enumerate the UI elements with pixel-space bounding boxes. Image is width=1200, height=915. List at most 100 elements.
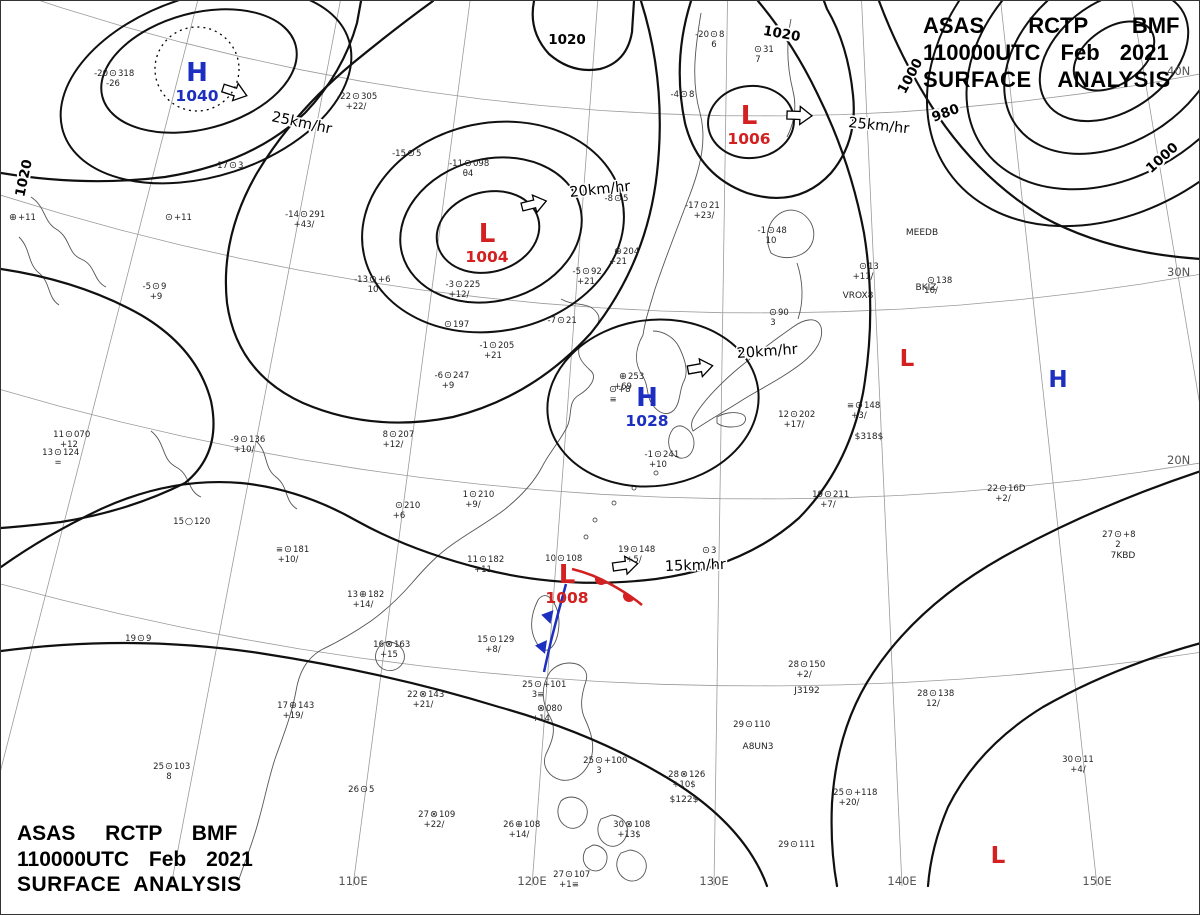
station-plot: ⊙-15 5: [392, 148, 421, 159]
station-value: 197: [453, 320, 469, 330]
coastline: [766, 209, 815, 259]
station-value: 30: [1062, 755, 1073, 765]
station-value: 211: [833, 490, 849, 500]
station-value: +8: [1123, 530, 1136, 540]
station-value: ⊙: [489, 340, 497, 351]
station-value: +10/: [234, 445, 255, 455]
station-value: 207: [398, 430, 414, 440]
coastline: [691, 319, 823, 432]
station-value: 108: [634, 820, 650, 830]
isobar: [1, 1, 872, 584]
station-value: 5: [623, 194, 628, 204]
station-value: +21: [577, 277, 595, 287]
longitude-line: [352, 1, 471, 887]
station-value: +9: [442, 381, 455, 391]
isobar-ring: [546, 318, 760, 488]
longitude-label: 120E: [517, 874, 546, 888]
isobar: [224, 1, 661, 424]
station-value: -17: [214, 161, 228, 171]
station-value: -5: [143, 282, 151, 292]
title-block-top-right: ASAS RCTP BMF 110000UTC Feb 2021 SURFACE…: [923, 13, 1185, 93]
coastline: [668, 425, 695, 459]
station-value: -22: [337, 92, 351, 102]
station-value: +2/: [796, 670, 812, 680]
station-value: -1: [758, 226, 766, 236]
station-value: ⊙: [300, 209, 308, 220]
station-value: +12/: [449, 290, 470, 300]
station-value: ⊙: [700, 200, 708, 211]
station-plot: ⊙-22 305+22/: [337, 91, 377, 112]
longitude-line: [531, 1, 599, 887]
station-value: ⊙: [855, 400, 863, 411]
chart-id-top: ASAS RCTP BMF: [923, 13, 1180, 38]
station-plot: ⊙22 16D+2/: [987, 483, 1026, 504]
station-value: ≡: [609, 395, 616, 405]
graticule-label-layer: 40N 30N 20N 110E 120E 130E 140E 150E: [338, 64, 1190, 888]
station-plot: ⊕ +11: [9, 212, 36, 223]
warm-front-symbol-icon: [595, 576, 607, 585]
station-value: +14/: [509, 830, 530, 840]
station-value: ⊙: [464, 158, 472, 169]
station-plot: ⊕ 253+69: [614, 371, 644, 392]
station-value: 8: [689, 90, 694, 100]
station-value: 26: [503, 820, 514, 830]
pressure-center-value: 1028: [625, 412, 668, 430]
station-value: -1: [645, 450, 653, 460]
station-id-label: 7KBD: [1111, 551, 1136, 561]
station-value: ⊙: [395, 500, 403, 511]
title-block-bottom-left: ASAS RCTP BMF 110000UTC Feb 2021 SURFACE…: [17, 821, 287, 898]
station-plot: ⊙8 207+12/: [383, 429, 415, 450]
station-value: 27: [1102, 530, 1113, 540]
station-value: +15: [380, 650, 398, 660]
station-value: ⊙: [1114, 529, 1122, 540]
station-value: +14/: [353, 600, 374, 610]
station-plot: ⊙19 148+5/: [618, 544, 655, 565]
station-value: ⊙: [767, 225, 775, 236]
station-value: 25: [833, 788, 844, 798]
station-value: +22/: [346, 102, 367, 112]
station-plot: ⊙27 +82: [1102, 529, 1135, 550]
station-value: 136: [249, 435, 265, 445]
warm-front-symbol-icon: [623, 592, 634, 602]
isobar-ring: [100, 8, 298, 134]
station-value: -4: [671, 90, 679, 100]
longitude-label: 110E: [338, 874, 367, 888]
station-value: ⊗: [385, 639, 393, 650]
isobar-ring: [965, 1, 1199, 191]
station-value: ⊙: [929, 688, 937, 699]
station-plot: ⊙ 903: [769, 307, 789, 328]
isobar-ring: [925, 1, 1199, 228]
station-plot: ⊙-8 5: [605, 193, 629, 204]
isobar-ring: [361, 120, 625, 334]
station-value: 10: [545, 554, 556, 564]
cold-front-line: [542, 583, 568, 673]
station-value: ⊙: [240, 434, 248, 445]
station-value: +17/: [784, 420, 805, 430]
station-value: ⊙: [859, 261, 867, 272]
station-value: 210: [404, 501, 420, 511]
station-value: 9: [161, 282, 166, 292]
coastline: [597, 814, 628, 847]
chart-datetime-bottom: 110000UTC Feb 2021: [17, 847, 253, 871]
station-value: ⊙: [790, 409, 798, 420]
station-value: +12: [60, 440, 78, 450]
station-value: 10: [368, 285, 379, 295]
station-plot: ⊗30 108+13$: [613, 819, 650, 840]
station-value: ⊙: [389, 429, 397, 440]
station-plot: ⊙-4 8: [671, 89, 695, 100]
coastline: [18, 236, 60, 306]
station-value: 28: [788, 660, 799, 670]
station-value: -20: [695, 30, 709, 40]
station-value: +5/: [626, 555, 642, 565]
station-id-label: $122$: [670, 795, 699, 805]
station-value: +13$: [617, 830, 640, 840]
station-value: -3: [446, 280, 454, 290]
station-value: 241: [663, 450, 679, 460]
station-value: 7: [755, 55, 760, 65]
